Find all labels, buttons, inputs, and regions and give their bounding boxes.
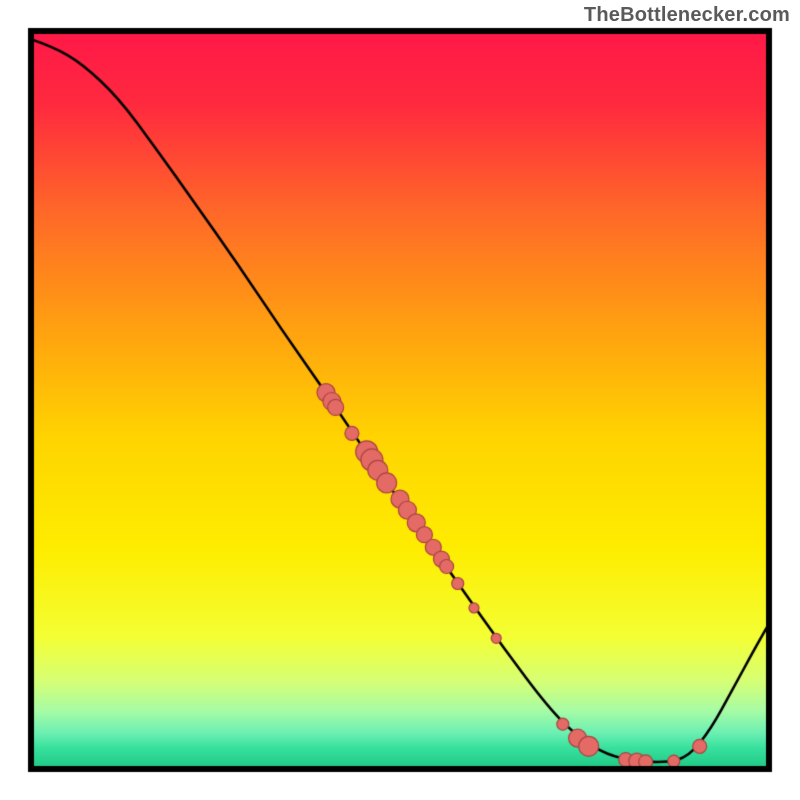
chart-stage: TheBottlenecker.com [0,0,800,800]
bottleneck-chart-canvas [0,0,800,800]
watermark-label: TheBottlenecker.com [584,4,790,27]
